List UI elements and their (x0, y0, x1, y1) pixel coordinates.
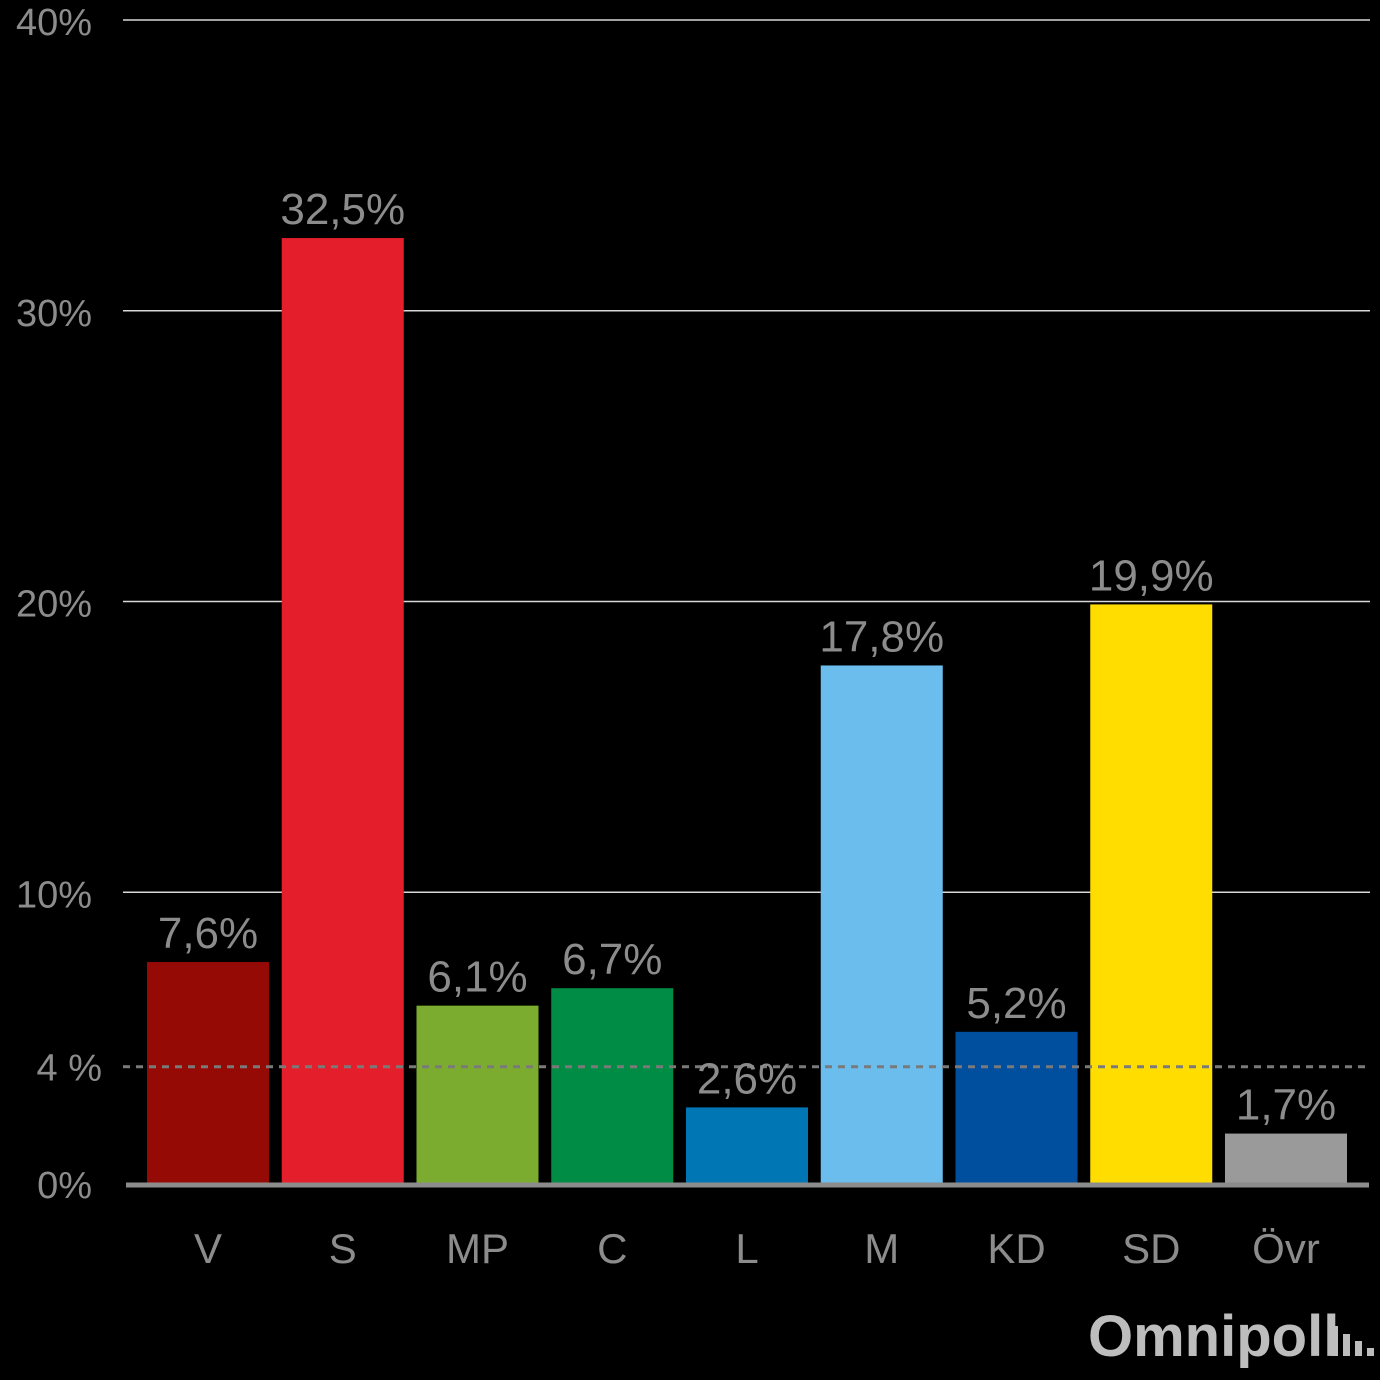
bar-v (147, 962, 269, 1183)
x-axis-labels: V S MP C L M KD SD Övr (194, 1225, 1320, 1272)
value-label: 6,1% (427, 953, 527, 1002)
value-label: 1,7% (1236, 1081, 1336, 1130)
bars (147, 238, 1347, 1183)
value-label: 32,5% (280, 185, 405, 234)
x-tick-label: L (735, 1225, 758, 1272)
value-labels: 7,6% 32,5% 6,1% 6,7% 2,6% 17,8% 5,2% 19,9% 1,7% (158, 185, 1336, 1130)
value-label: 17,8% (819, 612, 944, 661)
x-tick-label: V (194, 1225, 222, 1272)
bar-c (551, 988, 674, 1183)
y-tick-label: 10% (16, 874, 92, 916)
bar-kd (955, 1031, 1078, 1183)
x-tick-label: KD (987, 1225, 1045, 1272)
y-tick-label: 30% (16, 293, 92, 335)
bar-s (281, 238, 404, 1183)
y-tick-label: 40% (16, 2, 92, 44)
y-axis-ticks: 0% 10% 20% 30% 40% 4 % (16, 2, 102, 1207)
bar-m (820, 665, 943, 1183)
logo-bars-icon (1331, 1326, 1374, 1356)
value-label: 7,6% (158, 909, 258, 958)
value-label: 5,2% (966, 979, 1066, 1028)
y-tick-label: 0% (37, 1165, 92, 1207)
y-tick-label: 20% (16, 584, 92, 626)
logo-text: Omnipoll (1088, 1304, 1339, 1369)
bar-sd (1090, 604, 1213, 1183)
threshold-label: 4 % (37, 1048, 102, 1090)
bar-l (686, 1107, 808, 1183)
x-tick-label: M (864, 1225, 899, 1272)
x-tick-label: C (597, 1225, 627, 1272)
value-label: 2,6% (697, 1054, 797, 1103)
x-tick-label: SD (1122, 1225, 1180, 1272)
x-tick-label: MP (446, 1225, 509, 1272)
omnipoll-logo: Omnipoll (1088, 1304, 1374, 1369)
x-tick-label: Övr (1252, 1225, 1320, 1272)
x-tick-label: S (329, 1225, 357, 1272)
value-label: 6,7% (562, 935, 662, 984)
bar-mp (416, 1005, 539, 1183)
value-label: 19,9% (1089, 551, 1214, 600)
bar-övr (1225, 1133, 1347, 1183)
